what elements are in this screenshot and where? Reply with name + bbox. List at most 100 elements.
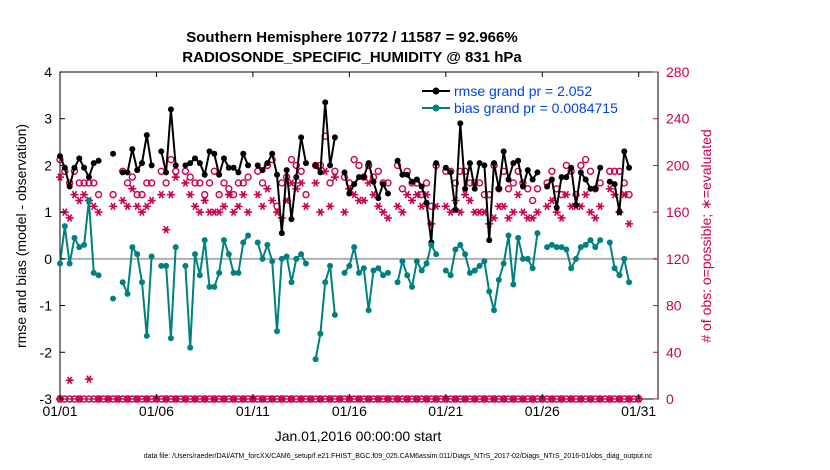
obs-possible-marker (586, 167, 595, 175)
rmse-point (211, 150, 218, 157)
obs-possible-marker (65, 395, 74, 403)
obs-evaluated-marker (470, 395, 479, 403)
bias-point (626, 279, 633, 286)
obs-evaluated-marker (383, 395, 392, 403)
obs-evaluated-marker (75, 395, 84, 403)
obs-possible-marker (196, 179, 204, 187)
obs-possible-marker (509, 179, 518, 187)
obs-evaluated-marker (596, 395, 605, 403)
rmse-point (409, 178, 416, 185)
x-tick-label: 01/21 (428, 403, 463, 419)
rmse-point (288, 216, 295, 223)
axes-layer: 01/01 01/06 01/11 01/16 01/21 01/26 01/31 -3 -2 -… (40, 64, 690, 419)
obs-evaluated-marker (480, 395, 489, 403)
obs-evaluated-marker (355, 395, 363, 403)
obs-evaluated-marker (514, 190, 523, 199)
obs-possible-marker (528, 196, 537, 205)
obs-evaluated-marker (374, 202, 383, 211)
bias-point (187, 344, 194, 351)
obs-evaluated-marker (528, 214, 537, 222)
y-tick-label: 2 (44, 157, 52, 173)
obs-evaluated-marker (408, 196, 417, 205)
bias-point (409, 283, 416, 290)
rmse-point (365, 160, 372, 167)
bias-point (370, 267, 377, 274)
bias-point (544, 244, 551, 251)
obs-evaluated-marker (133, 395, 142, 403)
rmse-point (317, 169, 324, 176)
rmse-point (95, 157, 102, 164)
obs-evaluated-marker (412, 395, 421, 403)
bias-point (457, 241, 464, 248)
obs-evaluated-marker (157, 190, 166, 199)
obs-evaluated-marker (605, 395, 614, 403)
rmse-point (81, 164, 88, 171)
bias-point (312, 356, 319, 363)
obs-possible-marker (577, 161, 585, 170)
legend-bias-label: bias grand pr = 0.0084715 (454, 100, 618, 116)
bias-point (399, 258, 406, 265)
rmse-point (534, 169, 541, 176)
bias-point (442, 267, 449, 274)
bias-point (274, 328, 281, 335)
bias-point (192, 251, 199, 258)
bias-point (85, 197, 92, 204)
bias-point (481, 258, 488, 265)
obs-evaluated-marker (509, 395, 518, 403)
bias-point (587, 237, 594, 244)
bias-point (592, 244, 599, 251)
obs-possible-marker (186, 173, 194, 181)
obs-evaluated-marker (335, 395, 344, 403)
bias-point (384, 269, 391, 276)
rmse-point (577, 169, 584, 176)
obs-evaluated-marker (393, 395, 402, 403)
plot-area (59, 71, 659, 400)
obs-evaluated-marker (128, 184, 137, 193)
rmse-line-segment (160, 108, 177, 174)
rmse-point (230, 164, 237, 171)
obs-evaluated-marker (65, 376, 74, 385)
rmse-point (404, 171, 411, 178)
obs-evaluated-marker (528, 395, 537, 403)
y-axis-label-right: # of obs: o=possible; ∗=evaluated (698, 129, 714, 342)
rmse-point (442, 164, 449, 171)
rmse-point (519, 183, 526, 190)
bias-point (597, 237, 604, 244)
obs-evaluated-marker (533, 208, 542, 217)
rmse-point (274, 171, 281, 178)
obs-possible-marker (480, 190, 489, 199)
obs-possible-marker (533, 185, 542, 193)
obs-possible-marker (504, 185, 513, 193)
obs-evaluated-marker (65, 214, 74, 222)
bias-point (341, 269, 348, 276)
rmse-point (621, 148, 628, 155)
rmse-point (505, 176, 512, 183)
bias-point (201, 237, 208, 244)
bias-point (293, 255, 300, 262)
bias-point (129, 244, 136, 251)
obs-possible-marker (128, 173, 137, 181)
obs-evaluated-marker (219, 202, 228, 211)
obs-evaluated-marker (412, 190, 421, 199)
rmse-point (163, 169, 170, 176)
obs-possible-marker (610, 167, 619, 175)
bias-line-segment (343, 246, 389, 312)
obs-evaluated-marker (326, 202, 335, 211)
legend: rmse grand pr = 2.052 bias grand pr = 0.… (422, 83, 618, 116)
bias-point (365, 307, 372, 314)
obs-evaluated-marker (147, 196, 156, 205)
rmse-line-segment (445, 122, 539, 242)
bias-point (510, 281, 517, 288)
y-tick-label: 1 (44, 204, 52, 220)
bias-point (553, 244, 560, 251)
obs-possible-marker (94, 190, 103, 199)
bias-point (264, 241, 271, 248)
bias-point (447, 272, 454, 279)
bias-point (500, 260, 507, 267)
bias-point (466, 269, 473, 276)
obs-possible-marker (581, 155, 590, 164)
obs-evaluated-marker (277, 395, 286, 403)
bias-point (495, 276, 502, 283)
obs-evaluated-marker (186, 190, 195, 199)
